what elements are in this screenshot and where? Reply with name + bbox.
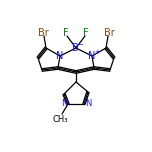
Text: Br: Br	[38, 28, 48, 38]
Text: Br: Br	[104, 28, 114, 38]
Text: B: B	[72, 43, 78, 53]
Text: CH₃: CH₃	[52, 114, 68, 123]
Text: N: N	[61, 98, 67, 107]
Text: N: N	[56, 51, 64, 61]
Text: F: F	[63, 28, 69, 38]
Text: +: +	[94, 49, 100, 55]
Text: F: F	[83, 28, 89, 38]
Text: N: N	[88, 51, 96, 61]
Text: N: N	[85, 98, 91, 107]
Text: −: −	[76, 40, 83, 50]
